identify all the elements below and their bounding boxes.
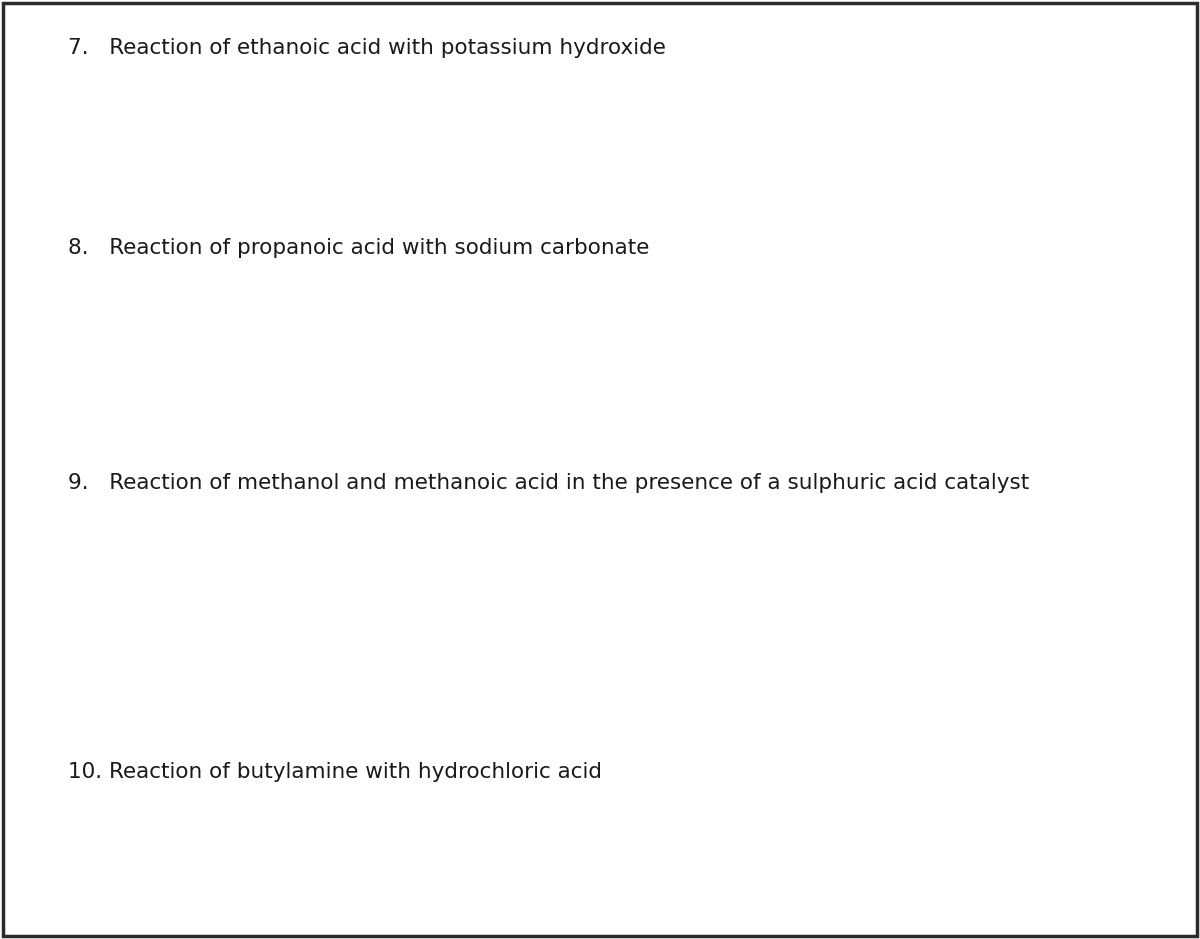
Text: 9.   Reaction of methanol and methanoic acid in the presence of a sulphuric acid: 9. Reaction of methanol and methanoic ac…	[68, 473, 1030, 493]
Text: 10. Reaction of butylamine with hydrochloric acid: 10. Reaction of butylamine with hydrochl…	[68, 762, 602, 782]
Text: 8.   Reaction of propanoic acid with sodium carbonate: 8. Reaction of propanoic acid with sodiu…	[68, 238, 649, 258]
Text: 7.   Reaction of ethanoic acid with potassium hydroxide: 7. Reaction of ethanoic acid with potass…	[68, 38, 666, 58]
